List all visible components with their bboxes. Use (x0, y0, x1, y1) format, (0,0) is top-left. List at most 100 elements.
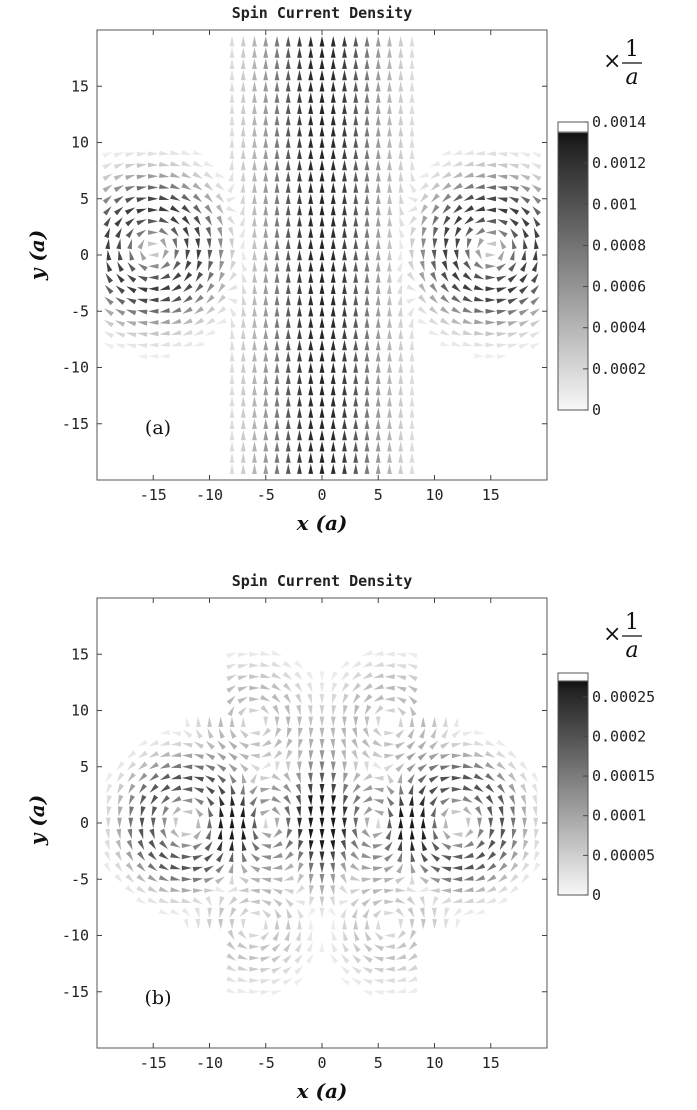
field-arrow (455, 238, 461, 249)
y-tick-label: -10 (62, 927, 89, 945)
field-arrow (354, 704, 360, 716)
field-arrow (398, 716, 404, 727)
field-arrow (252, 829, 259, 840)
field-arrow (284, 806, 291, 817)
field-arrow (474, 161, 485, 167)
field-arrow (533, 862, 541, 873)
field-arrow (420, 852, 428, 863)
field-arrow (385, 829, 392, 840)
field-arrow (330, 81, 336, 92)
field-arrow (387, 452, 392, 463)
field-arrow (330, 919, 336, 930)
field-arrow (195, 271, 204, 282)
field-arrow (408, 215, 418, 226)
field-arrow (116, 238, 121, 250)
field-arrow (274, 238, 280, 249)
y-tick-label: 15 (71, 645, 89, 663)
y-tick-label: -15 (62, 983, 89, 1001)
field-arrow (251, 204, 257, 216)
field-arrow (496, 739, 507, 747)
panel-label: (b) (145, 987, 172, 1009)
field-arrow (362, 650, 373, 656)
field-arrow (353, 126, 359, 137)
field-arrow (397, 283, 402, 295)
field-arrow (252, 407, 257, 418)
field-arrow (364, 306, 370, 317)
field-arrow (297, 81, 302, 92)
field-arrow (218, 716, 224, 727)
field-arrow (216, 763, 227, 772)
field-arrow (430, 728, 437, 739)
field-arrow (239, 204, 245, 216)
field-arrow (407, 306, 415, 317)
field-arrow (297, 47, 302, 58)
field-arrow (285, 294, 291, 306)
field-arrow (117, 261, 124, 272)
field-arrow (409, 362, 415, 373)
field-arrow (204, 329, 216, 336)
field-arrow (363, 806, 373, 816)
field-arrow (229, 114, 235, 126)
field-arrow (136, 229, 147, 238)
field-arrow (308, 126, 314, 137)
field-arrow (215, 172, 226, 179)
field-arrow (330, 328, 336, 339)
field-arrow (126, 274, 137, 283)
field-arrow (252, 418, 257, 429)
field-arrow (332, 693, 337, 705)
field-arrow (407, 663, 418, 670)
colorbar-tick-label: 0.0004 (592, 319, 646, 337)
field-arrow (341, 749, 346, 761)
field-arrow (485, 275, 496, 280)
field-arrow (451, 272, 461, 282)
field-arrow (364, 396, 370, 407)
field-arrow (297, 148, 302, 159)
field-arrow (531, 195, 542, 204)
field-arrow (455, 918, 461, 930)
field-arrow (387, 249, 392, 261)
field-arrow (308, 828, 314, 840)
field-arrow (297, 182, 302, 193)
field-arrow (409, 384, 415, 396)
field-arrow (407, 260, 414, 272)
field-arrow (319, 384, 325, 396)
field-arrow (485, 151, 496, 157)
field-arrow (417, 752, 428, 761)
field-arrow (387, 407, 392, 418)
field-arrow (113, 185, 125, 193)
field-arrow (240, 351, 246, 362)
field-arrow (285, 373, 291, 384)
field-arrow (159, 184, 170, 189)
field-arrow (229, 817, 235, 829)
field-arrow (125, 309, 137, 316)
unit-multiplier: × (603, 49, 621, 74)
field-arrow (204, 193, 214, 203)
field-arrow (353, 351, 359, 362)
y-tick-label: 15 (71, 77, 89, 95)
field-arrow (205, 294, 215, 304)
field-arrow (452, 160, 463, 167)
field-arrow (443, 215, 451, 226)
field-arrow (297, 452, 302, 463)
field-arrow (237, 942, 248, 950)
field-arrow (319, 407, 325, 418)
field-arrow (274, 351, 280, 362)
field-arrow (274, 919, 280, 930)
field-arrow (297, 817, 302, 829)
field-arrow (330, 58, 336, 69)
field-arrow (252, 92, 257, 103)
field-arrow (510, 851, 518, 862)
field-arrow (263, 407, 269, 418)
field-arrow (395, 652, 407, 658)
field-arrow (408, 941, 418, 951)
field-arrow (486, 874, 497, 882)
field-arrow (441, 193, 452, 203)
field-arrow (170, 908, 181, 916)
field-arrow (218, 817, 224, 829)
field-arrow (364, 137, 370, 148)
field-arrow (294, 671, 303, 681)
field-arrow (398, 463, 404, 474)
field-arrow (207, 716, 213, 727)
field-arrow (463, 205, 474, 213)
field-arrow (319, 885, 325, 896)
